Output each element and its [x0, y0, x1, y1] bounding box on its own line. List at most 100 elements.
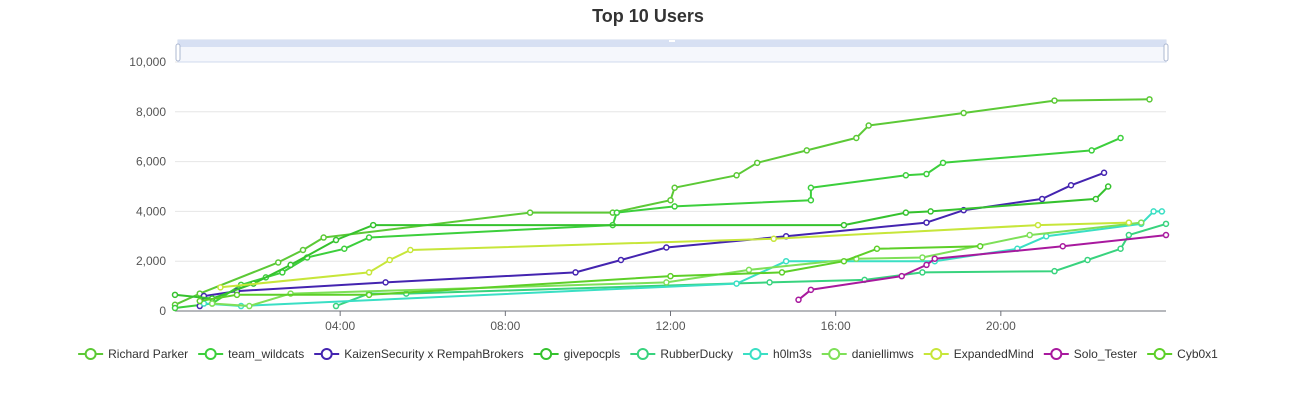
- legend-circle-icon: [540, 348, 553, 360]
- data-point: [853, 134, 860, 142]
- data-point: [1043, 233, 1050, 240]
- zoom-move-handle[interactable]: [669, 40, 675, 42]
- x-tick-label: 20:00: [986, 319, 1016, 333]
- legend-circle-icon: [204, 348, 217, 360]
- legend-item[interactable]: ExpandedMind: [923, 347, 1034, 361]
- zoom-handle-left[interactable]: [175, 43, 181, 62]
- legend-label: team_wildcats: [228, 347, 304, 361]
- data-point: [795, 296, 802, 304]
- zoom-handle-right[interactable]: [1163, 43, 1169, 62]
- x-tick-label: 12:00: [655, 319, 685, 333]
- data-point: [365, 291, 373, 299]
- legend-item[interactable]: KaizenSecurity x RempahBrokers: [314, 347, 524, 361]
- legend-label: daniellimws: [852, 347, 914, 361]
- data-point: [1162, 220, 1170, 228]
- data-point: [233, 291, 241, 299]
- x-tick-label: 04:00: [325, 319, 355, 333]
- y-tick-label: 0: [159, 304, 166, 318]
- data-point: [733, 280, 740, 287]
- legend-item[interactable]: daniellimws: [821, 347, 914, 361]
- data-point: [274, 259, 282, 266]
- data-point: [1125, 219, 1133, 226]
- data-point: [902, 172, 910, 179]
- data-point: [341, 245, 348, 252]
- data-point: [770, 235, 777, 243]
- data-point: [1162, 231, 1170, 239]
- data-point: [840, 221, 848, 229]
- data-point: [807, 184, 815, 191]
- data-point: [919, 269, 926, 276]
- series-1: [171, 96, 1153, 309]
- data-point: [1117, 134, 1124, 142]
- data-point: [939, 159, 947, 167]
- data-point: [365, 269, 373, 276]
- data-point: [572, 269, 579, 276]
- data-point: [927, 208, 934, 215]
- legend-circle-icon: [1153, 348, 1166, 360]
- data-point: [931, 255, 939, 262]
- series-6: [200, 208, 1166, 310]
- data-point: [1092, 195, 1100, 203]
- legend-item[interactable]: RubberDucky: [630, 347, 733, 361]
- data-point: [1034, 221, 1042, 229]
- data-point: [898, 272, 905, 280]
- legend-item[interactable]: givepocpls: [533, 347, 621, 361]
- data-point: [663, 279, 670, 286]
- data-point: [745, 266, 753, 274]
- legend-item[interactable]: h0lm3s: [743, 347, 812, 361]
- y-tick-label: 2,000: [136, 254, 166, 268]
- data-point: [332, 236, 340, 244]
- legend-label: h0lm3s: [773, 347, 812, 361]
- legend-label: ExpandedMind: [954, 347, 1034, 361]
- series-10: [196, 243, 984, 305]
- data-point: [766, 279, 773, 286]
- legend-item[interactable]: Richard Parker: [78, 347, 188, 361]
- x-tick-label: 08:00: [490, 319, 520, 333]
- data-point: [332, 302, 340, 310]
- series-line: [174, 98, 1150, 306]
- data-point: [671, 184, 678, 191]
- legend-circle-icon: [320, 348, 333, 360]
- legend-item[interactable]: Cyb0x1: [1147, 347, 1218, 361]
- data-point: [803, 147, 811, 154]
- data-point: [923, 261, 930, 269]
- data-point: [171, 291, 179, 299]
- data-point: [1051, 267, 1058, 275]
- legend-label: KaizenSecurity x RempahBrokers: [344, 347, 523, 361]
- data-point: [873, 245, 881, 252]
- legend-circle-icon: [84, 348, 97, 360]
- legend-label: RubberDucky: [660, 347, 733, 361]
- data-point: [807, 286, 815, 294]
- data-point: [1117, 245, 1124, 252]
- data-point: [287, 261, 294, 269]
- zoom-window: [178, 47, 1166, 62]
- data-point: [369, 221, 377, 229]
- data-point: [865, 122, 872, 129]
- data-point: [919, 254, 926, 261]
- data-point: [1084, 256, 1091, 264]
- data-point: [382, 279, 389, 286]
- legend-label: Solo_Tester: [1074, 347, 1137, 361]
- data-point: [1125, 231, 1133, 239]
- data-point: [1051, 97, 1058, 104]
- legend-item[interactable]: Solo_Tester: [1043, 347, 1137, 361]
- legend-circle-icon: [930, 348, 943, 360]
- legend-circle-icon: [636, 348, 649, 360]
- series-lines: [171, 96, 1170, 312]
- series-9: [795, 231, 1170, 304]
- y-tick-label: 6,000: [136, 155, 166, 169]
- legend-label: givepocpls: [564, 347, 621, 361]
- data-point: [613, 209, 621, 216]
- data-point: [753, 159, 761, 167]
- axes: 0 2,000 4,000 6,000 8,000 10,000 04:00 08:00 12:…: [129, 55, 1166, 333]
- data-zoom-slider[interactable]: [175, 39, 1169, 63]
- data-point: [208, 300, 216, 307]
- data-point: [782, 257, 790, 265]
- legend-circle-icon: [828, 348, 841, 360]
- series-line: [335, 222, 1167, 307]
- data-point: [923, 219, 930, 226]
- legend[interactable]: Richard Parker team_wildcats KaizenSecurit…: [78, 347, 1218, 361]
- legend-item[interactable]: team_wildcats: [198, 347, 304, 361]
- data-point: [976, 243, 984, 250]
